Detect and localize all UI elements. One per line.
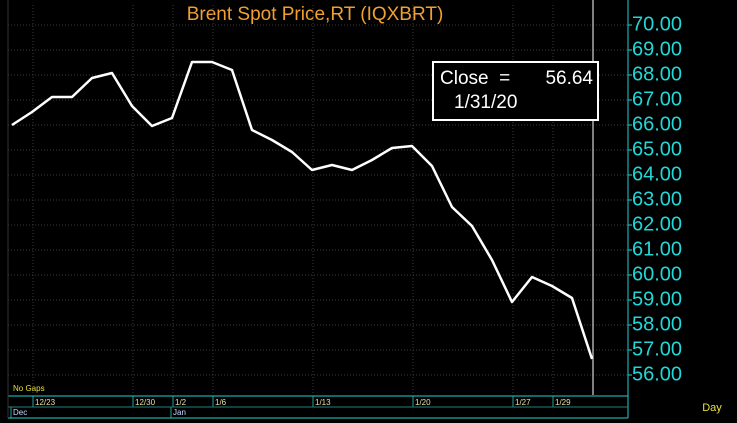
y-tick-label: 60.00 bbox=[632, 263, 682, 285]
y-tick-label: 59.00 bbox=[632, 288, 682, 310]
y-tick-label: 64.00 bbox=[632, 163, 682, 185]
y-tick-label: 63.00 bbox=[632, 188, 682, 210]
annotation-box bbox=[432, 61, 599, 121]
annotation-text: Close = bbox=[440, 68, 510, 89]
x-tick-label: 1/20 bbox=[415, 398, 431, 407]
y-tick-label: 57.00 bbox=[632, 338, 682, 360]
y-tick-label: 66.00 bbox=[632, 113, 682, 135]
y-tick-label: 65.00 bbox=[632, 138, 682, 160]
x-tick-label: 1/13 bbox=[315, 398, 331, 407]
y-tick-label: 67.00 bbox=[632, 88, 682, 110]
y-tick-label: 62.00 bbox=[632, 213, 682, 235]
y-tick-label: 58.00 bbox=[632, 313, 682, 335]
x-tick-label: 12/23 bbox=[35, 398, 56, 407]
y-tick-label: 61.00 bbox=[632, 238, 682, 260]
x-tick-label: 12/30 bbox=[135, 398, 156, 407]
gap-note: No Gaps bbox=[13, 384, 45, 393]
x-axis-label: Day bbox=[702, 402, 722, 414]
period-label: Jan bbox=[173, 408, 186, 417]
period-label: Dec bbox=[13, 408, 27, 417]
x-tick-label: 1/27 bbox=[515, 398, 531, 407]
y-tick-label: 70.00 bbox=[632, 13, 682, 35]
x-tick-label: 1/6 bbox=[215, 398, 227, 407]
chart-title: Brent Spot Price,RT (IQXBRT) bbox=[187, 4, 444, 25]
annotation-value: 56.64 bbox=[545, 68, 593, 89]
y-tick-label: 56.00 bbox=[632, 363, 682, 385]
y-tick-label: 68.00 bbox=[632, 63, 682, 85]
y-tick-label: 69.00 bbox=[632, 38, 682, 60]
x-tick-label: 1/29 bbox=[555, 398, 571, 407]
annotation-date: 1/31/20 bbox=[454, 92, 517, 113]
price-line bbox=[11, 60, 594, 360]
x-tick-label: 1/2 bbox=[175, 398, 187, 407]
